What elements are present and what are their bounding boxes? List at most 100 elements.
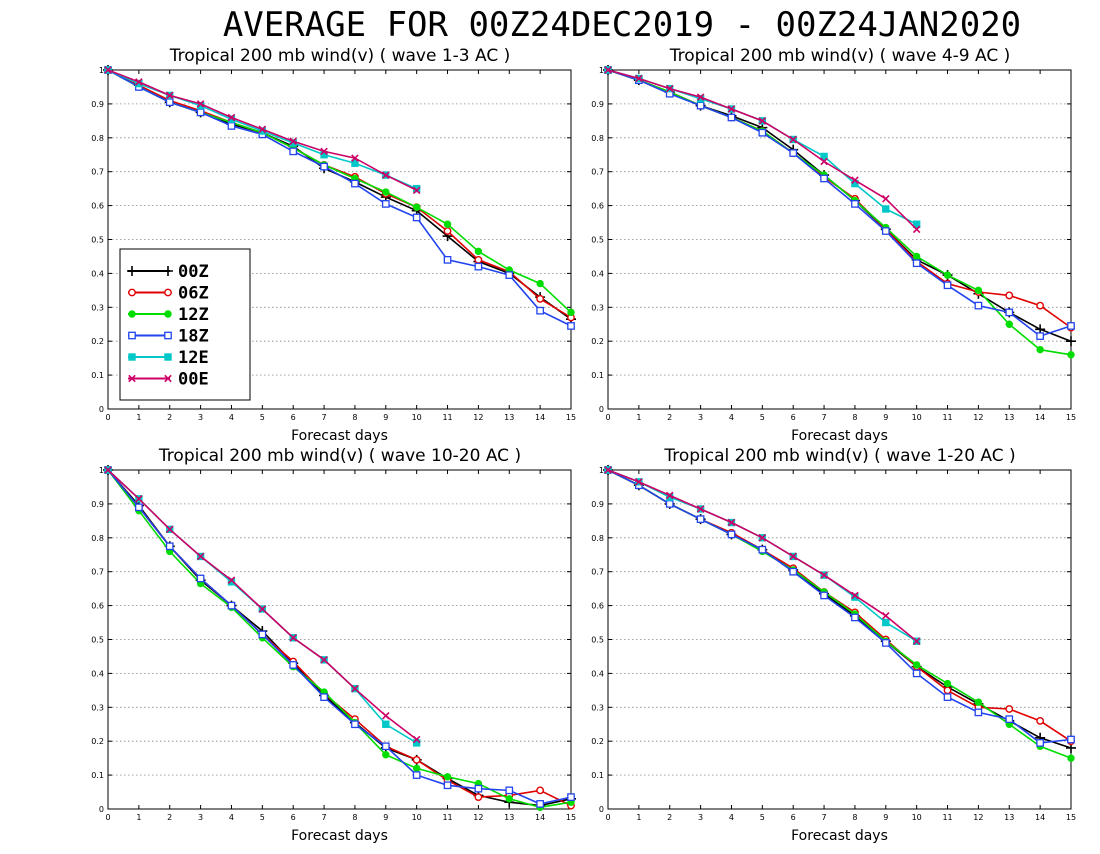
y-tick-label: 0.9 (591, 500, 604, 509)
chart-panel-1: Tropical 200 mb wind(v) ( wave 1-3 AC ) 0… (91, 46, 576, 444)
x-tick-label: 15 (566, 413, 576, 422)
series-line (607, 69, 1072, 329)
y-tick-label: 0.3 (91, 703, 104, 712)
data-point (412, 213, 421, 222)
y-tick-label: 0.6 (591, 602, 604, 611)
x-tick-label: 7 (322, 413, 327, 422)
data-point (727, 105, 736, 113)
y-tick-label: 0.1 (591, 371, 604, 380)
series-12z (104, 466, 575, 812)
y-tick-label: 0.7 (591, 168, 604, 177)
data-point (382, 188, 390, 196)
data-point (851, 176, 859, 184)
data-point (943, 271, 952, 279)
data-point (412, 203, 421, 211)
data-point (381, 742, 390, 751)
data-point (1005, 308, 1014, 317)
x-tick-label: 4 (729, 413, 734, 422)
legend-item-18z: 18Z (128, 327, 209, 347)
data-point (165, 542, 174, 551)
x-tick-label: 12 (973, 413, 983, 422)
x-tick-label: 15 (1066, 813, 1076, 822)
data-point (227, 122, 236, 130)
x-tick-label: 0 (105, 413, 110, 422)
y-tick-label: 0.3 (91, 303, 104, 312)
chart-title: Tropical 200 mb wind(v) ( wave 1-3 AC ) (169, 46, 511, 66)
x-tick-label: 3 (198, 413, 203, 422)
data-point (536, 294, 545, 303)
legend-label: 06Z (178, 284, 209, 304)
legend-marker (128, 310, 136, 318)
data-point (912, 637, 921, 645)
data-point (381, 200, 390, 208)
series-line (607, 69, 1072, 356)
data-point (351, 159, 359, 167)
series-line (607, 69, 1072, 337)
legend-label: 00Z (178, 262, 209, 282)
data-point (412, 186, 421, 195)
data-point (696, 101, 705, 110)
x-tick-label: 0 (605, 413, 610, 422)
x-tick-label: 10 (912, 813, 922, 822)
data-point (758, 117, 767, 125)
x-tick-label: 5 (760, 813, 765, 822)
data-point (789, 552, 797, 561)
data-point (443, 227, 452, 235)
data-point (882, 205, 890, 213)
data-point (851, 200, 859, 208)
data-point (135, 503, 143, 512)
series-line (107, 469, 572, 809)
y-tick-label: 0 (599, 405, 604, 414)
x-tick-label: 13 (1004, 413, 1014, 422)
legend-marker (128, 331, 136, 340)
data-point (1066, 336, 1076, 347)
x-tick-label: 8 (352, 813, 357, 822)
data-point (820, 152, 828, 161)
legend-box (119, 248, 251, 401)
legend-item-12z: 12Z (128, 305, 209, 325)
x-tick-label: 9 (883, 413, 888, 422)
x-tick-label: 15 (1066, 413, 1076, 422)
x-tick-label: 12 (473, 413, 483, 422)
x-tick-label: 15 (566, 813, 576, 822)
data-point (696, 515, 705, 524)
data-point (351, 720, 359, 729)
data-point (1005, 291, 1014, 300)
y-tick-label: 0.8 (591, 534, 604, 543)
data-point (1005, 320, 1013, 328)
data-point (258, 605, 267, 613)
data-point (758, 534, 767, 542)
data-point (943, 281, 952, 290)
data-point (1036, 301, 1045, 310)
chart-panel-3: Tropical 200 mb wind(v) ( wave 10-20 AC … (91, 446, 576, 844)
y-tick-label: 0.2 (591, 737, 604, 746)
data-point (382, 720, 390, 728)
x-tick-label: 6 (791, 413, 796, 422)
data-point (882, 612, 890, 620)
data-point (320, 693, 328, 701)
x-tick-label: 9 (883, 813, 888, 822)
x-tick-label: 6 (791, 813, 796, 822)
data-point (1005, 715, 1014, 724)
series-00e (604, 466, 921, 645)
data-point (1067, 351, 1075, 359)
chart-panel-4: Tropical 200 mb wind(v) ( wave 1-20 AC )… (591, 446, 1076, 844)
data-point (974, 708, 983, 717)
x-tick-label: 5 (260, 813, 265, 822)
data-point (320, 147, 328, 156)
x-tick-label: 13 (1004, 813, 1014, 822)
y-tick-label: 0 (599, 805, 604, 814)
x-tick-label: 1 (636, 413, 641, 422)
data-point (567, 308, 575, 317)
page-title: AVERAGE FOR 00Z24DEC2019 - 00Z24JAN2020 (223, 5, 1021, 45)
x-tick-label: 1 (136, 813, 141, 822)
data-point (1067, 322, 1075, 330)
x-tick-label: 7 (822, 413, 827, 422)
data-point (505, 795, 513, 803)
legend-label: 00E (178, 370, 209, 390)
y-tick-label: 0.3 (591, 703, 604, 712)
x-tick-label: 4 (729, 813, 734, 822)
legend-label: 12Z (178, 305, 209, 325)
legend-item-00e: 00E (128, 370, 209, 390)
